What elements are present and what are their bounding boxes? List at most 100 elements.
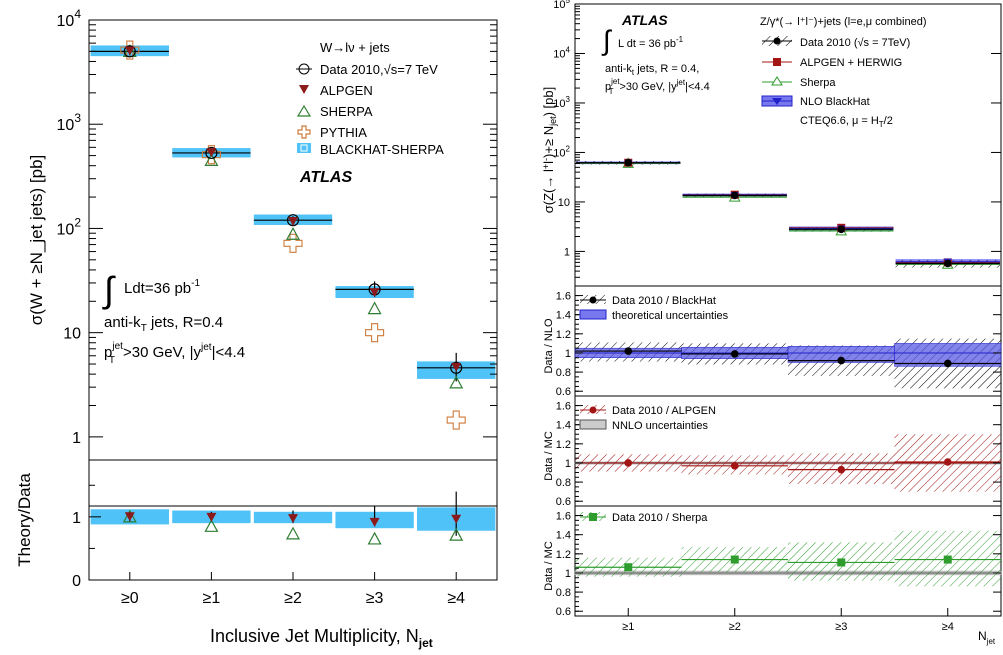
left-panel-bottom: 01 ≥0 ≥1 ≥2 ≥3 ≥4 Theory/Data Inclusive Jet …	[15, 459, 498, 650]
left-bottom-y-ticks: 01	[72, 484, 101, 590]
alpgen-ratio-legend: Data 2010 / ALPGEN NNLO uncertainties	[579, 405, 716, 432]
lumi-integral: ∫	[102, 269, 116, 310]
left-bottom-ylabel: Theory/Data	[15, 473, 34, 567]
right-panel-top: 1 10 102 103 104 105 Z/γ*(→ l⁺l⁻)+jets (l=e,μ…	[541, 0, 1002, 287]
left-xlabel-text: Inclusive Jet Multiplicity, N	[210, 626, 419, 646]
left-xlabel: Inclusive Jet Multiplicity, Njet	[210, 626, 433, 650]
right-y-tick-label: 103	[553, 95, 570, 110]
right-y-tick-label: 1	[564, 246, 570, 258]
ratio-y-tick-label: 1.2	[556, 439, 571, 451]
ratio-marker	[730, 462, 739, 470]
ratio-marker	[624, 459, 633, 467]
jets-suffix: jets, R=0.4	[147, 314, 223, 331]
ratio-marker	[730, 555, 739, 564]
right-x-tick-label: ≥4	[942, 621, 954, 633]
pdf-note: CTEQ6.6, μ = H	[800, 115, 879, 127]
cut-p-sup: jet	[111, 341, 123, 352]
ratio-y-tick-label: 1.6	[556, 511, 571, 523]
right-xlabel-sub: jet	[986, 637, 996, 646]
ratio-y-tick-label: 1	[565, 348, 571, 360]
pythia-marker	[446, 410, 466, 430]
ratio-sherpa-marker	[367, 531, 382, 545]
right-atlas-label: ATLAS	[621, 12, 668, 28]
ratio-y-tick-label: 1.4	[556, 530, 571, 542]
alpgen-ratio-legend-data: Data 2010 / ALPGEN	[612, 405, 716, 417]
nlo-ratio-marks	[574, 338, 1002, 389]
pythia-marker	[283, 233, 303, 253]
x-tick-label: ≥0	[121, 590, 139, 607]
data-marker	[205, 146, 218, 160]
x-tick-label: ≥4	[447, 590, 465, 607]
right-cut-p-sup: jet	[610, 77, 620, 86]
right-legend-sherpa: Sherpa	[762, 76, 836, 89]
right-lumi-text: L dt = 36 pb	[618, 38, 676, 50]
alpgen-ratio-marks	[574, 434, 1002, 492]
ratio-y-tick-label: 0.6	[556, 606, 571, 618]
right-cut-end: |<4.4	[685, 81, 710, 93]
ratio-y-tick-label: 0.8	[556, 587, 571, 599]
x-tick-label: ≥2	[284, 590, 302, 607]
right-top-marks	[576, 157, 1000, 269]
z-data-marker	[730, 191, 739, 200]
ratio-sherpa-marker	[449, 527, 464, 541]
left-top-y-ticks: 1 10 102 103 104	[57, 7, 497, 447]
alpgen-marker	[288, 216, 298, 226]
legend-blackhat-label: BLACKHAT-SHERPA	[320, 142, 444, 157]
data-marker	[123, 45, 136, 58]
left-xlabel-sub: jet	[418, 636, 433, 650]
ratio-y-tick-label: 1.2	[556, 549, 571, 561]
z-data-marker	[624, 158, 633, 167]
right-cut-y-sup: jet	[676, 78, 686, 87]
y-tick-label: 103	[57, 111, 82, 134]
alpgen-marker	[124, 46, 135, 56]
ratio-alpgen-marker	[288, 514, 298, 524]
nlo-ratio-y-ticks: 0.6 0.8 1 1.2 1.4 1.6	[556, 291, 1001, 398]
legend-title: W→lν + jets	[320, 40, 390, 55]
left-bottom-marks	[122, 491, 464, 545]
left-x-tick-labels: ≥0 ≥1 ≥2 ≥3 ≥4	[121, 572, 465, 607]
right-panel-ratio-sherpa: 0.6 0.8 1 1.2 1.4 1.6 Data 2010 / Sherpa ≥1 ≥2…	[543, 505, 1002, 646]
ratio-y-tick-label: 1.6	[556, 291, 571, 303]
y-tick-label: 104	[57, 7, 82, 30]
left-conditions: ∫ Ldt=36 pb-1 anti-kT jets, R=0.4 pjet T >…	[102, 269, 245, 366]
z-data-marker	[943, 259, 952, 268]
ratio-y-tick-label: 1.2	[556, 329, 571, 341]
ratio-y-tick-label: 1.4	[556, 420, 571, 432]
right-top-ylabel: σ(Z(→ l+l-)+≥ Njet) [pb]	[541, 87, 558, 213]
legend-sherpa-label: SHERPA	[320, 104, 373, 119]
right-xlabel-text: N	[978, 629, 987, 643]
y-tick-label: 102	[57, 215, 82, 238]
right-legend-alpgen-label: ALPGEN + HERWIG	[800, 57, 902, 69]
right-y-tick-label: 102	[553, 144, 570, 159]
ratio-marker	[943, 555, 952, 564]
sherpa-marker	[285, 226, 301, 240]
ratio-marker	[837, 465, 846, 474]
right-y-tick-label: 104	[553, 45, 570, 60]
right-legend: Z/γ*(→ l⁺l⁻)+jets (l=e,μ combined) Data …	[760, 16, 927, 129]
ratio-alpgen-marker	[124, 512, 135, 522]
sherpa-ratio-ylabel: Data / MC	[543, 541, 555, 591]
right-xlabel: Njet	[978, 629, 996, 646]
ratio-y-tick-label: 1.4	[556, 310, 571, 322]
right-cut-p: p	[605, 81, 611, 93]
right-x-tick-label: ≥1	[622, 621, 634, 633]
right-x-tick-label: ≥3	[835, 621, 847, 633]
ratio-y-tick-label: 1	[565, 568, 571, 580]
right-cut-p-sub: T	[609, 87, 614, 96]
ratio-y-tick-label: 1.6	[556, 401, 571, 413]
right-x-tick-labels: ≥1 ≥2 ≥3 ≥4	[622, 608, 954, 633]
right-cut-mid: >30 GeV, |y	[619, 81, 677, 93]
alpgen-ratio-y-ticks: 0.6 0.8 1 1.2 1.4 1.6	[556, 401, 1001, 508]
ratio-marker	[837, 558, 846, 567]
alpgen-marker	[206, 148, 217, 158]
right-legend-title: Z/γ*(→ l⁺l⁻)+jets (l=e,μ combined)	[760, 16, 927, 28]
sherpa-marker	[449, 375, 464, 389]
y-tick-label: 1	[72, 430, 81, 447]
sherpa-marker	[204, 153, 219, 166]
pdf-note-end: /2	[884, 115, 893, 127]
ratio-y-tick-label: 0	[72, 573, 81, 590]
ratio-marker	[624, 347, 633, 355]
